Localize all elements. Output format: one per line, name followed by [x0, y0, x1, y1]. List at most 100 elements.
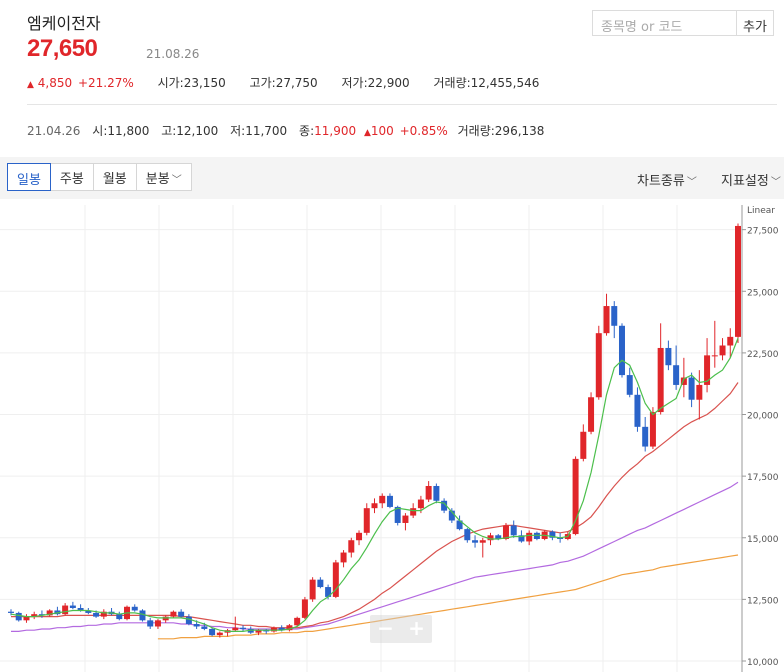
candle-body — [735, 225, 741, 337]
candle-body — [201, 626, 208, 629]
y-tick-label: 22,500 — [747, 350, 779, 360]
hover-close: 11,900 — [314, 124, 357, 138]
candle-body — [448, 510, 455, 521]
y-tick-label: 25,000 — [747, 288, 779, 298]
y-tick-label: 15,000 — [747, 535, 779, 545]
candle-body — [495, 535, 502, 539]
tab-daily[interactable]: 일봉 — [7, 163, 51, 191]
candle-body — [31, 614, 38, 617]
candle-body — [727, 336, 734, 346]
candle-body — [15, 612, 22, 621]
candle-body — [634, 394, 641, 427]
candle-body — [46, 610, 53, 616]
candle-body — [232, 627, 239, 631]
candle-body — [270, 627, 277, 632]
divider — [27, 104, 777, 105]
volume-label: 거래량 — [433, 76, 467, 90]
y-tick-label: 27,500 — [747, 227, 779, 237]
candle-body — [588, 397, 595, 432]
candle-body — [240, 627, 247, 629]
high-label: 고가 — [249, 76, 272, 90]
hover-volume-label: 거래량 — [457, 124, 491, 138]
candle-body — [665, 347, 672, 366]
hover-change-pct: +0.85% — [399, 124, 448, 138]
candle-body — [518, 535, 525, 542]
candle-body — [170, 611, 177, 617]
candle-body — [325, 587, 332, 597]
search-input[interactable]: 종목명 or 코드 — [592, 10, 737, 36]
hover-open: 11,800 — [107, 124, 150, 138]
chart-type-label: 차트종류 — [637, 174, 685, 189]
hover-low-label: 저 — [230, 124, 242, 138]
candle-body — [533, 532, 540, 539]
price-change-pct: +21.27% — [77, 76, 134, 90]
price-change: 4,850 — [37, 76, 73, 90]
candle-body — [62, 605, 69, 615]
candle-body — [433, 485, 440, 501]
candle-body — [38, 614, 45, 616]
chevron-down-icon: ﹀ — [686, 177, 697, 188]
candle-body — [626, 375, 633, 395]
chevron-down-icon: ﹀ — [171, 175, 182, 186]
candle-body — [340, 552, 347, 563]
hover-low: 11,700 — [245, 124, 288, 138]
candle-body — [649, 412, 656, 447]
price-date: 21.08.26 — [146, 47, 200, 61]
period-tabs: 일봉 주봉 월봉 분봉 ﹀ — [7, 163, 192, 191]
candle-body — [425, 485, 432, 500]
hover-up-arrow-icon: ▲ — [363, 128, 371, 138]
chart-type-dropdown[interactable]: 차트종류 ﹀ — [637, 170, 697, 189]
scale-label: Linear — [747, 206, 775, 216]
y-tick-label: 17,500 — [747, 473, 779, 483]
candle-body — [657, 347, 664, 413]
candle-body — [572, 458, 579, 535]
candle-body — [356, 532, 363, 541]
candle-body — [100, 611, 107, 617]
candle-body — [704, 355, 711, 385]
candle-body — [93, 612, 100, 617]
candle-body — [8, 611, 14, 613]
ma20-line — [11, 382, 739, 629]
candle-body — [278, 627, 285, 631]
hover-high-label: 고 — [161, 124, 173, 138]
candle-body — [479, 540, 486, 543]
candle-body — [77, 608, 84, 611]
high-value: 27,750 — [275, 76, 318, 90]
y-tick-label: 10,000 — [747, 658, 779, 668]
candle-body — [209, 628, 216, 636]
zoom-in-button[interactable]: + — [408, 616, 425, 640]
candle-body — [642, 426, 649, 447]
candle-body — [178, 611, 185, 617]
tab-monthly[interactable]: 월봉 — [94, 164, 137, 190]
price-chart[interactable]: 27,500 25,000 22,500 20,000 17,500 15,000 12,5… — [0, 205, 784, 672]
candlestick-chart[interactable]: 27,500 25,000 22,500 20,000 17,500 15,000 12,5… — [0, 205, 784, 672]
candle-body — [193, 624, 200, 627]
tab-weekly[interactable]: 주봉 — [51, 164, 94, 190]
candle-body — [139, 610, 146, 621]
candle-body — [394, 506, 401, 523]
candle-body — [603, 306, 610, 334]
candle-body — [680, 377, 687, 385]
hover-close-label: 종 — [299, 124, 311, 138]
add-button[interactable]: 추가 — [736, 10, 774, 36]
y-tick-label: 20,000 — [747, 412, 779, 422]
up-arrow-icon: ▲ — [27, 80, 34, 90]
zoom-out-button[interactable]: − — [377, 616, 394, 640]
tab-minute[interactable]: 분봉 ﹀ — [137, 164, 191, 190]
candle-body — [286, 625, 293, 631]
candle-body — [711, 355, 718, 357]
candle-body — [688, 377, 695, 400]
candle-body — [410, 508, 417, 516]
candle-body — [116, 614, 123, 620]
candle-body — [580, 431, 587, 459]
candle-body — [696, 384, 703, 400]
indicator-settings-dropdown[interactable]: 지표설정 ﹀ — [721, 170, 781, 189]
candle-body — [673, 365, 680, 385]
candle-body — [502, 525, 509, 539]
candle-body — [472, 540, 479, 543]
hover-open-label: 시 — [92, 124, 104, 138]
low-value: 22,900 — [367, 76, 410, 90]
candle-body — [719, 345, 726, 356]
candle-body — [317, 579, 324, 588]
hover-volume: 296,138 — [494, 124, 545, 138]
